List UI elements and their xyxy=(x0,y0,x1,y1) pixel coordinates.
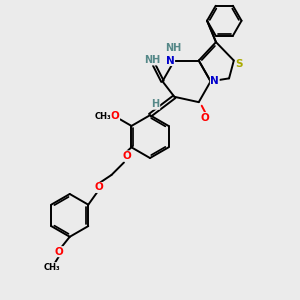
Text: O: O xyxy=(94,182,103,193)
Text: NH: NH xyxy=(165,43,181,53)
Text: H: H xyxy=(152,99,160,109)
Text: S: S xyxy=(236,59,243,69)
Text: N: N xyxy=(166,56,175,65)
Text: CH₃: CH₃ xyxy=(94,112,111,121)
Text: O: O xyxy=(122,151,131,161)
Text: N: N xyxy=(210,76,219,86)
Text: O: O xyxy=(55,247,63,256)
Text: CH₃: CH₃ xyxy=(44,262,60,272)
Text: NH: NH xyxy=(144,55,160,65)
Text: O: O xyxy=(111,111,119,121)
Text: O: O xyxy=(201,112,210,123)
